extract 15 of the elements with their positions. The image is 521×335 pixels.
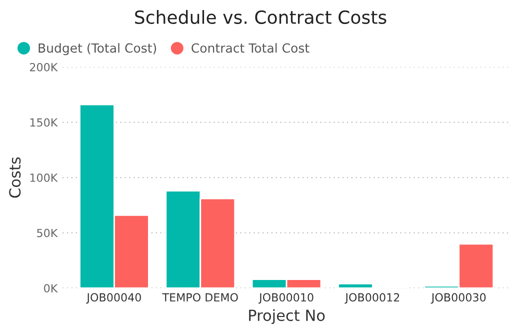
legend-label: Budget (Total Cost) — [38, 43, 156, 56]
y-tick-label: 200K — [30, 62, 58, 72]
x-tick-label: TEMPO DEMO — [162, 293, 238, 302]
y-tick-label: 100K — [30, 174, 58, 182]
x-tick-label: JOB00040 — [86, 293, 141, 304]
x-tick-label: JOB00012 — [344, 293, 400, 304]
y-axis-title: Costs — [9, 157, 21, 198]
legend-label: Contract Total Cost — [192, 43, 310, 53]
chart-title: Schedule vs. Contract Costs — [135, 10, 386, 24]
x-tick-label: JOB00010 — [258, 293, 314, 304]
y-tick-label: 50K — [37, 228, 58, 238]
y-tick-label: 0K — [44, 284, 58, 292]
x-tick-label: JOB00030 — [430, 293, 486, 304]
y-tick-label: 150K — [30, 118, 58, 127]
x-axis-title: Project No — [249, 309, 325, 324]
